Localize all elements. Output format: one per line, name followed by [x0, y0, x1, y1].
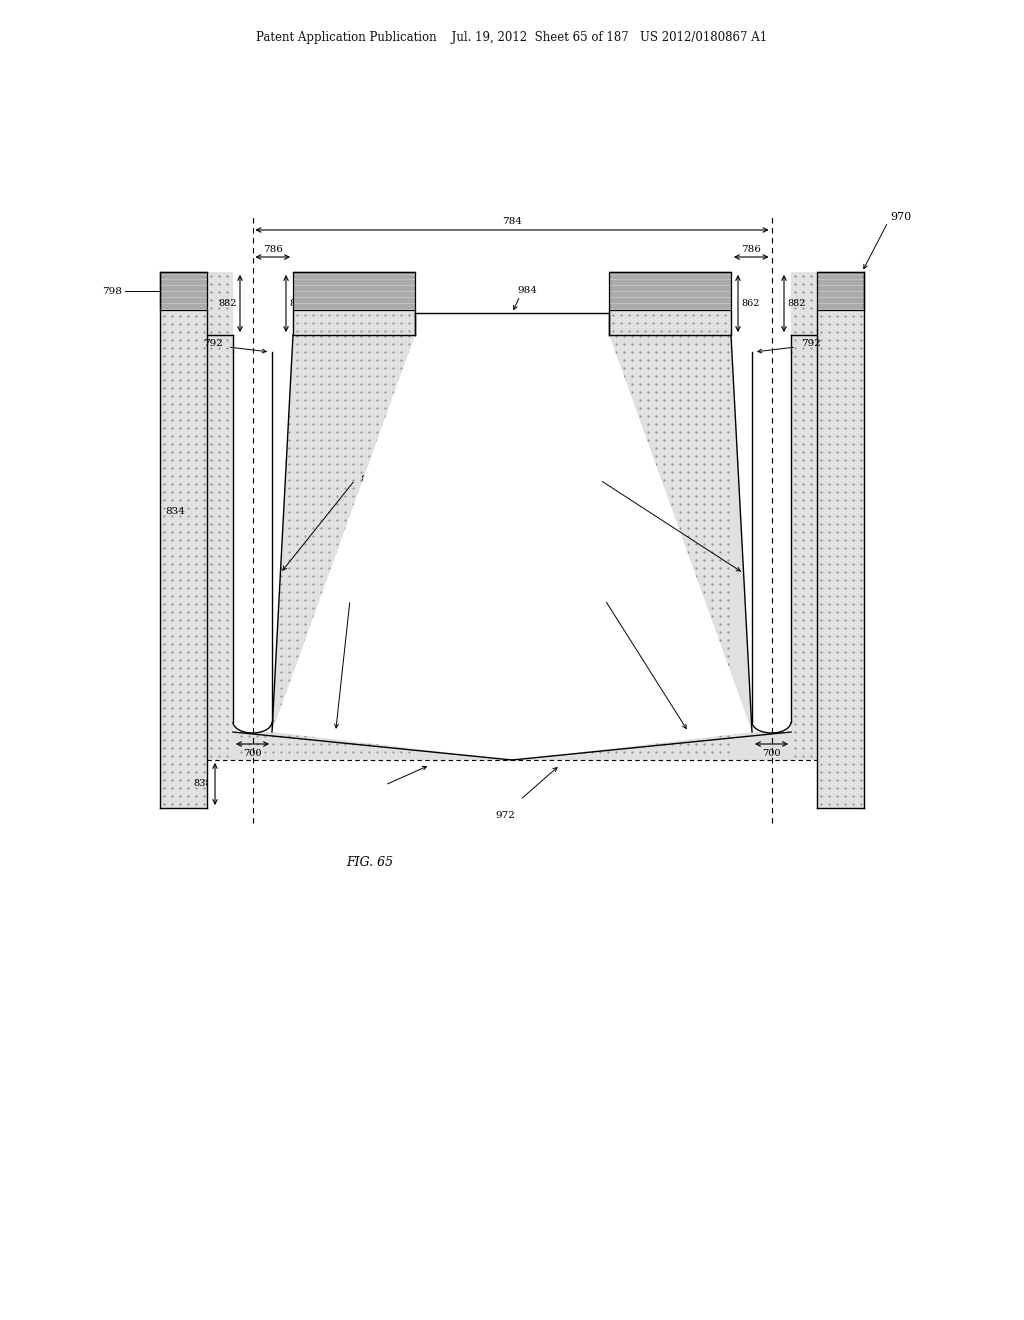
Polygon shape	[272, 335, 752, 760]
Bar	[609, 272, 731, 335]
Text: 792: 792	[801, 339, 821, 348]
Bar	[160, 272, 207, 310]
Text: 802: 802	[570, 475, 590, 484]
Text: 972: 972	[495, 810, 515, 820]
Text: 802: 802	[360, 475, 380, 484]
Text: 834: 834	[165, 507, 185, 516]
Polygon shape	[512, 335, 791, 760]
Text: 838: 838	[194, 780, 212, 788]
Bar	[817, 272, 864, 310]
Polygon shape	[233, 335, 512, 760]
Bar	[160, 272, 207, 808]
Text: Patent Application Publication    Jul. 19, 2012  Sheet 65 of 187   US 2012/01808: Patent Application Publication Jul. 19, …	[256, 32, 768, 45]
Text: 784: 784	[502, 216, 522, 226]
Text: 984: 984	[517, 286, 537, 294]
Text: 882: 882	[787, 300, 806, 308]
Bar	[752, 352, 791, 733]
Text: 786: 786	[741, 246, 761, 253]
Text: 798: 798	[102, 286, 122, 296]
Text: 786: 786	[263, 246, 283, 253]
Text: 980: 980	[600, 601, 620, 610]
Text: 792: 792	[203, 339, 223, 348]
Text: 980: 980	[355, 601, 375, 610]
Text: 882: 882	[218, 300, 237, 308]
Bar	[233, 352, 272, 733]
Text: 700: 700	[762, 748, 780, 758]
Bar	[609, 272, 731, 310]
Text: 862: 862	[289, 300, 307, 308]
Bar	[207, 760, 817, 808]
Polygon shape	[731, 335, 752, 733]
Bar	[791, 272, 817, 808]
Bar	[207, 272, 233, 808]
Text: 970: 970	[890, 213, 911, 222]
Bar	[817, 272, 864, 808]
Text: FIG. 65: FIG. 65	[346, 857, 393, 870]
Text: 978: 978	[366, 791, 385, 800]
Polygon shape	[272, 335, 293, 733]
Bar	[293, 272, 415, 310]
Bar	[293, 272, 415, 335]
Text: 700: 700	[244, 748, 262, 758]
Text: 862: 862	[741, 300, 760, 308]
